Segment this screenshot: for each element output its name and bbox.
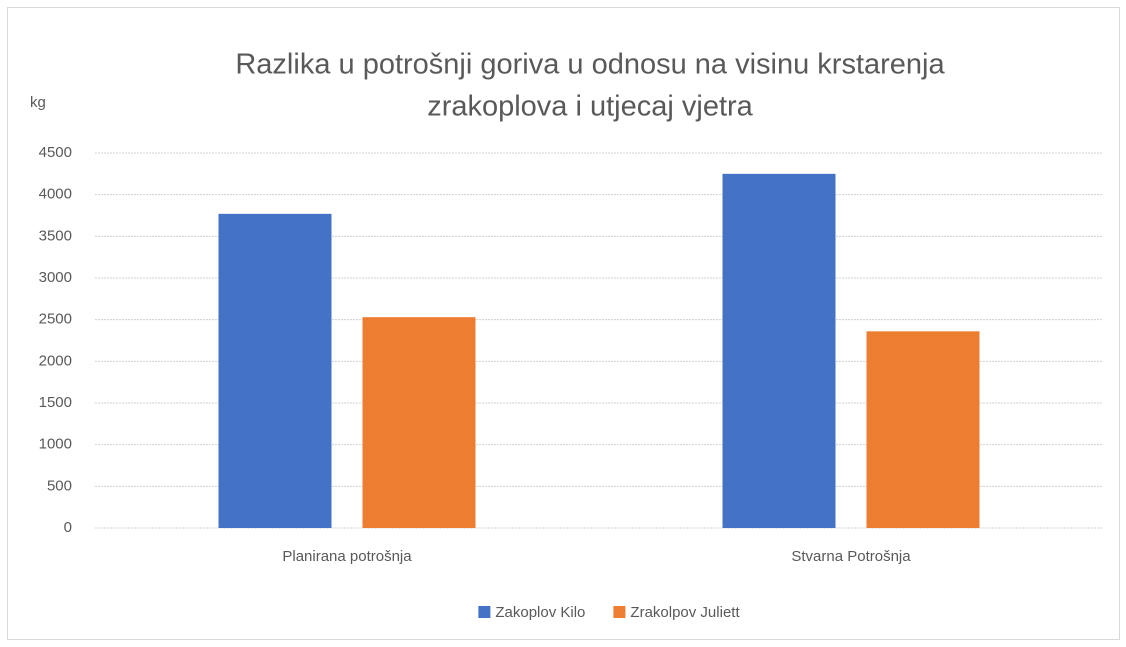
legend-label: Zakoplov Kilo: [495, 604, 585, 621]
y-tick-label: 3500: [39, 227, 72, 244]
x-tick-label: Planirana potrošnja: [282, 548, 412, 565]
y-tick-label: 500: [47, 477, 72, 494]
y-tick-label: 0: [64, 519, 72, 536]
legend-swatch: [478, 606, 491, 618]
x-tick-label: Stvarna Potrošnja: [791, 548, 911, 565]
bar: [218, 213, 332, 529]
chart-title: Razlika u potrošnji goriva u odnosu na v…: [235, 49, 945, 81]
bar: [722, 173, 836, 529]
y-tick-label: 4500: [39, 144, 72, 161]
chart-border: [7, 7, 1120, 640]
y-tick-label: 2500: [39, 311, 72, 328]
bar: [362, 317, 476, 528]
bar: [866, 331, 980, 528]
y-tick-label: 1000: [39, 436, 72, 453]
y-tick-label: 1500: [39, 394, 72, 411]
chart-title: zrakoplova i utjecaj vjetra: [427, 91, 753, 123]
y-axis-label: kg: [30, 94, 46, 111]
y-tick-label: 3000: [39, 269, 72, 286]
legend-swatch: [613, 606, 626, 618]
legend-label: Zrakolpov Juliett: [630, 604, 740, 621]
y-tick-label: 4000: [39, 186, 72, 203]
y-tick-label: 2000: [39, 352, 72, 369]
